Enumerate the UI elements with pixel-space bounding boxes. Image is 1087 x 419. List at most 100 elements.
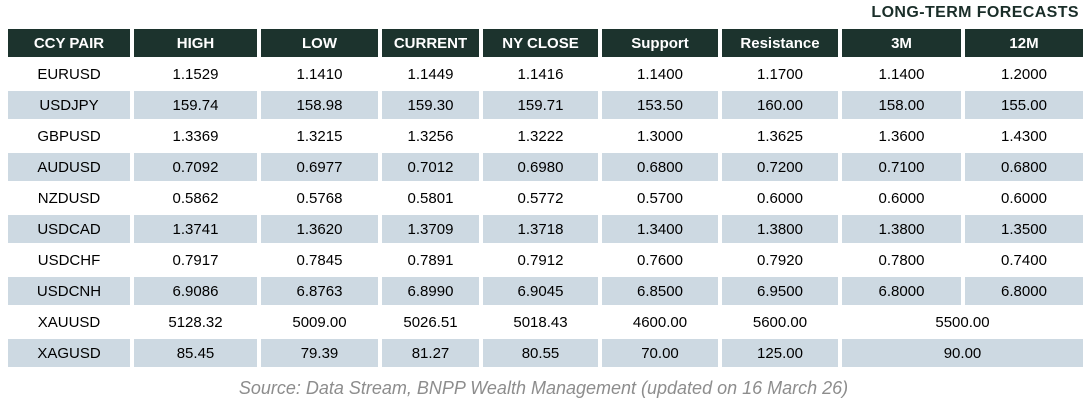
cell-ny-close: 5018.43 [483,308,598,336]
column-header-resistance: Resistance [722,29,838,57]
cell-ccy-pair: GBPUSD [8,122,130,150]
cell-current: 0.7891 [382,246,479,274]
cell-current: 159.30 [382,91,479,119]
cell-current: 1.3256 [382,122,479,150]
cell-low: 79.39 [261,339,378,367]
cell-resistance: 1.3625 [722,122,838,150]
cell-3m: 1.1400 [842,60,961,88]
cell-resistance: 125.00 [722,339,838,367]
cell-ccy-pair: USDCAD [8,215,130,243]
cell-resistance: 160.00 [722,91,838,119]
column-header-ccy-pair: CCY PAIR [8,29,130,57]
cell-current: 5026.51 [382,308,479,336]
cell-current: 1.1449 [382,60,479,88]
cell-resistance: 5600.00 [722,308,838,336]
cell-low: 0.7845 [261,246,378,274]
cell-low: 5009.00 [261,308,378,336]
cell-high: 1.3369 [134,122,257,150]
cell-support: 0.7600 [602,246,718,274]
cell-low: 0.6977 [261,153,378,181]
cell-ny-close: 0.7912 [483,246,598,274]
cell-support: 70.00 [602,339,718,367]
cell-ny-close: 159.71 [483,91,598,119]
column-header-ny-close: NY CLOSE [483,29,598,57]
cell-ccy-pair: AUDUSD [8,153,130,181]
cell-support: 0.6800 [602,153,718,181]
cell-high: 0.7917 [134,246,257,274]
cell-ccy-pair: XAUUSD [8,308,130,336]
cell-resistance: 6.9500 [722,277,838,305]
cell-support: 153.50 [602,91,718,119]
cell-3m: 0.6000 [842,184,961,212]
cell-resistance: 0.7920 [722,246,838,274]
cell-ccy-pair: EURUSD [8,60,130,88]
cell-high: 159.74 [134,91,257,119]
cell-support: 1.1400 [602,60,718,88]
column-header-high: HIGH [134,29,257,57]
cell-ny-close: 0.5772 [483,184,598,212]
cell-high: 1.3741 [134,215,257,243]
page-title: LONG-TERM FORECASTS [871,4,1079,21]
table-header-row: CCY PAIR HIGH LOW CURRENT NY CLOSE Support Res… [8,29,1083,57]
table-row-audusd: AUDUSD 0.7092 0.6977 0.7012 0.6980 0.6800 0.72… [8,153,1083,181]
cell-low: 1.1410 [261,60,378,88]
cell-3m: 158.00 [842,91,961,119]
column-header-low: LOW [261,29,378,57]
cell-ny-close: 80.55 [483,339,598,367]
table-row-eurusd: EURUSD 1.1529 1.1410 1.1449 1.1416 1.1400 1.17… [8,60,1083,88]
cell-high: 5128.32 [134,308,257,336]
cell-high: 0.7092 [134,153,257,181]
cell-ccy-pair: USDCHF [8,246,130,274]
fx-forecast-table: CCY PAIR HIGH LOW CURRENT NY CLOSE Support Res… [4,26,1087,370]
cell-3m-12m-merged: 5500.00 [842,308,1083,336]
cell-low: 1.3620 [261,215,378,243]
cell-ny-close: 1.3222 [483,122,598,150]
cell-support: 4600.00 [602,308,718,336]
table-row-usdjpy: USDJPY 159.74 158.98 159.30 159.71 153.50 160.… [8,91,1083,119]
cell-12m: 6.8000 [965,277,1083,305]
cell-12m: 155.00 [965,91,1083,119]
table-row-nzdusd: NZDUSD 0.5862 0.5768 0.5801 0.5772 0.5700 0.60… [8,184,1083,212]
cell-12m: 1.3500 [965,215,1083,243]
cell-current: 81.27 [382,339,479,367]
table-row-xauusd: XAUUSD 5128.32 5009.00 5026.51 5018.43 4600.0… [8,308,1083,336]
cell-12m: 1.4300 [965,122,1083,150]
cell-ccy-pair: XAGUSD [8,339,130,367]
cell-support: 6.8500 [602,277,718,305]
cell-low: 1.3215 [261,122,378,150]
cell-high: 1.1529 [134,60,257,88]
table-row-usdcad: USDCAD 1.3741 1.3620 1.3709 1.3718 1.3400 1.38… [8,215,1083,243]
cell-12m: 0.6800 [965,153,1083,181]
cell-low: 0.5768 [261,184,378,212]
cell-support: 1.3400 [602,215,718,243]
cell-ccy-pair: NZDUSD [8,184,130,212]
cell-ccy-pair: USDJPY [8,91,130,119]
column-header-3m: 3M [842,29,961,57]
cell-3m: 1.3800 [842,215,961,243]
table-row-gbpusd: GBPUSD 1.3369 1.3215 1.3256 1.3222 1.3000 1.36… [8,122,1083,150]
cell-3m: 6.8000 [842,277,961,305]
cell-low: 158.98 [261,91,378,119]
cell-3m: 1.3600 [842,122,961,150]
cell-ccy-pair: USDCNH [8,277,130,305]
table-row-usdcnh: USDCNH 6.9086 6.8763 6.8990 6.9045 6.8500 6.95… [8,277,1083,305]
cell-resistance: 0.7200 [722,153,838,181]
cell-ny-close: 0.6980 [483,153,598,181]
cell-support: 1.3000 [602,122,718,150]
cell-3m: 0.7800 [842,246,961,274]
table-row-xagusd: XAGUSD 85.45 79.39 81.27 80.55 70.00 125.00 90.… [8,339,1083,367]
cell-12m: 0.6000 [965,184,1083,212]
cell-resistance: 1.1700 [722,60,838,88]
column-header-support: Support [602,29,718,57]
cell-current: 1.3709 [382,215,479,243]
column-header-12m: 12M [965,29,1083,57]
cell-current: 0.5801 [382,184,479,212]
cell-12m: 1.2000 [965,60,1083,88]
column-header-current: CURRENT [382,29,479,57]
cell-ny-close: 1.3718 [483,215,598,243]
table-row-usdchf: USDCHF 0.7917 0.7845 0.7891 0.7912 0.7600 0.79… [8,246,1083,274]
cell-current: 6.8990 [382,277,479,305]
cell-resistance: 0.6000 [722,184,838,212]
cell-high: 85.45 [134,339,257,367]
